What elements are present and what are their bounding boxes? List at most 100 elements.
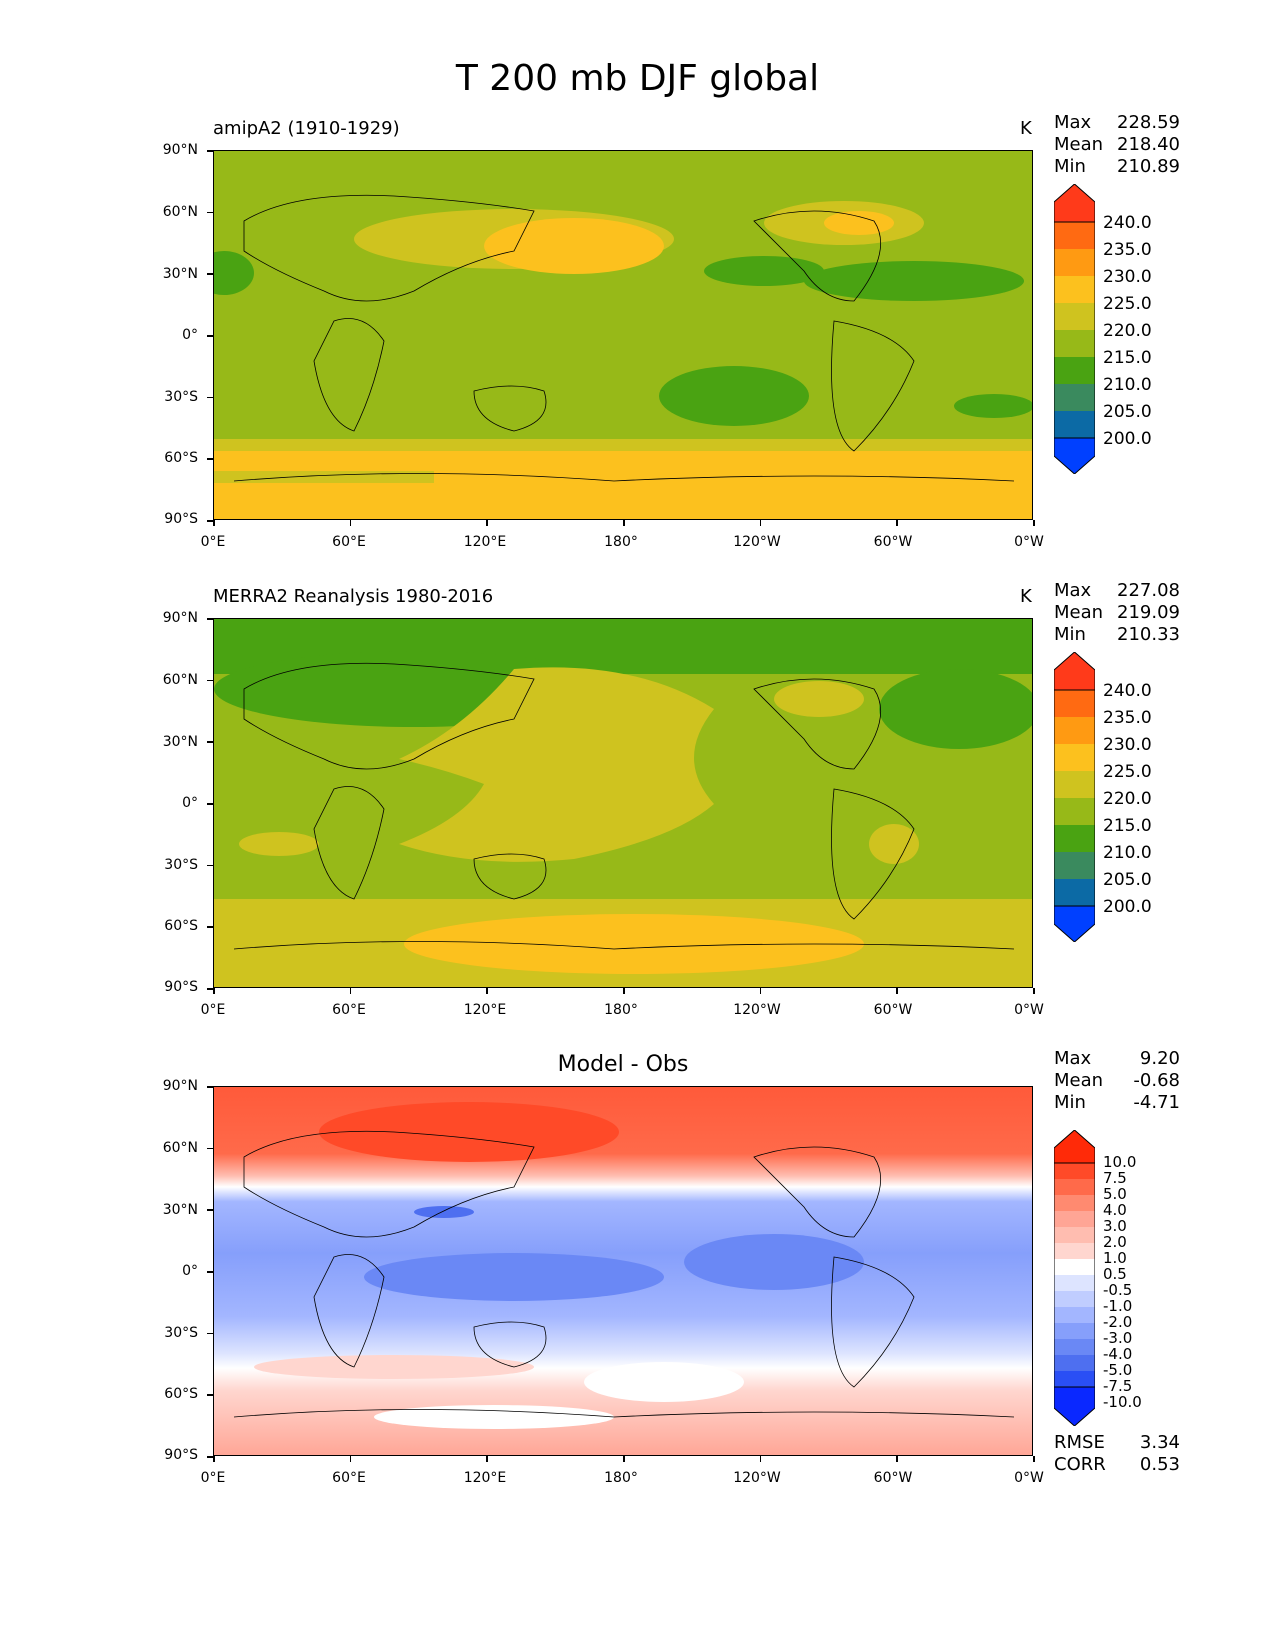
y-tick-mark <box>207 1456 213 1458</box>
colorbar-label: 4.0 <box>1103 1201 1127 1219</box>
colorbar-cell <box>1054 1275 1095 1291</box>
x-tick-mark <box>349 520 352 526</box>
x-tick-label: 0°E <box>200 1470 226 1486</box>
field-region <box>879 669 1032 749</box>
x-tick-mark <box>623 520 625 526</box>
colorbar-cap-top <box>1053 1129 1096 1164</box>
y-tick-mark <box>207 1209 213 1211</box>
x-tick-mark <box>896 520 898 526</box>
x-tick-label: 0°W <box>1014 1470 1044 1486</box>
x-tick-mark <box>213 1456 215 1462</box>
stat-value: 9.20 <box>1139 1048 1180 1069</box>
x-tick-mark <box>1033 520 1035 526</box>
field-band <box>214 471 434 483</box>
stat-row: Mean 218.40 <box>1054 134 1180 156</box>
colorbar-cell <box>1054 771 1095 798</box>
colorbar-cell <box>1054 1243 1095 1259</box>
colorbar-label: 235.0 <box>1103 240 1152 260</box>
stat-value: 210.33 <box>1117 624 1180 645</box>
y-tick-label: 60°S <box>164 1386 198 1402</box>
colorbar-cell <box>1054 1211 1095 1227</box>
y-tick-mark <box>207 1332 213 1335</box>
colorbar-cell <box>1054 1339 1095 1355</box>
colorbar-label: -1.0 <box>1103 1297 1133 1315</box>
panel-obs: MERRA2 Reanalysis 1980-2016 K Max 227.08 … <box>0 578 1275 1038</box>
y-tick-label: 60°N <box>162 204 198 220</box>
stat-row: Min 210.33 <box>1054 624 1180 646</box>
y-tick-mark <box>207 1147 213 1150</box>
colorbar-cell <box>1054 1355 1095 1371</box>
y-tick-mark <box>207 1271 213 1273</box>
coastlines <box>233 662 1015 950</box>
colorbar-label: 205.0 <box>1103 402 1152 422</box>
stats-box: Max 227.08 Mean 219.09 Min 210.33 <box>1054 580 1180 646</box>
colorbar-cell <box>1054 330 1095 357</box>
colorbar-cell <box>1054 1259 1095 1275</box>
colorbar-cell <box>1054 1163 1095 1179</box>
colorbar-svg <box>1053 1129 1096 1427</box>
colorbar-label: -3.0 <box>1103 1329 1133 1347</box>
coastlines <box>233 1130 1015 1418</box>
colorbar <box>1053 183 1096 478</box>
colorbar-cell <box>1054 303 1095 330</box>
x-tick-mark <box>349 1456 352 1462</box>
colorbar-svg <box>1053 183 1096 475</box>
x-tick-mark <box>759 1456 762 1462</box>
x-tick-mark <box>486 988 488 994</box>
y-tick-mark <box>207 926 213 928</box>
colorbar-cell <box>1054 1195 1095 1211</box>
x-tick-label: 0°E <box>200 534 226 550</box>
x-tick-mark <box>1033 1456 1035 1462</box>
map-plot <box>213 618 1033 988</box>
stats-box: Max 228.59 Mean 218.40 Min 210.89 <box>1054 112 1180 178</box>
panel-title: MERRA2 Reanalysis 1980-2016 <box>213 586 494 607</box>
colorbar-label: -4.0 <box>1103 1345 1133 1363</box>
y-tick-label: 30°S <box>164 1325 198 1341</box>
stat-row: Max 9.20 <box>1054 1048 1180 1070</box>
colorbar-label: 220.0 <box>1103 789 1152 809</box>
y-tick-label: 90°S <box>164 511 198 527</box>
field-region <box>414 1206 474 1218</box>
coastlines <box>233 194 1015 482</box>
field-region <box>404 914 864 974</box>
x-tick-mark <box>623 988 625 994</box>
x-tick-label: 60°W <box>873 534 913 550</box>
stat-name: Min <box>1054 624 1086 645</box>
stat-value: -0.68 <box>1133 1070 1180 1091</box>
stat-value: 0.53 <box>1139 1454 1180 1475</box>
colorbar-svg <box>1053 651 1096 943</box>
colorbar-label: 5.0 <box>1103 1185 1127 1203</box>
y-tick-label: 0° <box>182 795 198 811</box>
colorbar-cell <box>1054 690 1095 717</box>
field-region <box>399 667 714 862</box>
y-tick-mark <box>207 679 213 682</box>
colorbar-label: 215.0 <box>1103 348 1152 368</box>
colorbar-cell <box>1054 249 1095 276</box>
stat-name: CORR <box>1054 1454 1106 1475</box>
field-region <box>774 681 864 717</box>
colorbar-label: 200.0 <box>1103 897 1152 917</box>
colorbar-cell <box>1054 222 1095 249</box>
x-tick-mark <box>1033 988 1035 994</box>
x-tick-mark <box>213 988 215 994</box>
map-field <box>214 151 1032 519</box>
figure-title: T 200 mb DJF global <box>455 58 820 99</box>
colorbar <box>1053 1129 1096 1430</box>
colorbar-cap-bottom <box>1053 905 1096 943</box>
x-tick-mark <box>213 520 215 526</box>
stat-row: Max 228.59 <box>1054 112 1180 134</box>
y-tick-label: 90°N <box>162 1078 198 1094</box>
x-tick-label: 60°E <box>332 534 366 550</box>
colorbar-cell <box>1054 852 1095 879</box>
x-tick-mark <box>759 988 762 994</box>
panel-title: Model - Obs <box>557 1052 689 1077</box>
field-region <box>364 1253 664 1301</box>
colorbar-label: 205.0 <box>1103 870 1152 890</box>
y-tick-label: 30°N <box>162 1202 198 1218</box>
x-tick-label: 120°W <box>733 1002 781 1018</box>
x-tick-label: 0°E <box>200 1002 226 1018</box>
y-tick-mark <box>207 741 213 743</box>
colorbar-cell <box>1054 1291 1095 1307</box>
y-tick-label: 0° <box>182 327 198 343</box>
stat-name: Mean <box>1054 1070 1104 1091</box>
